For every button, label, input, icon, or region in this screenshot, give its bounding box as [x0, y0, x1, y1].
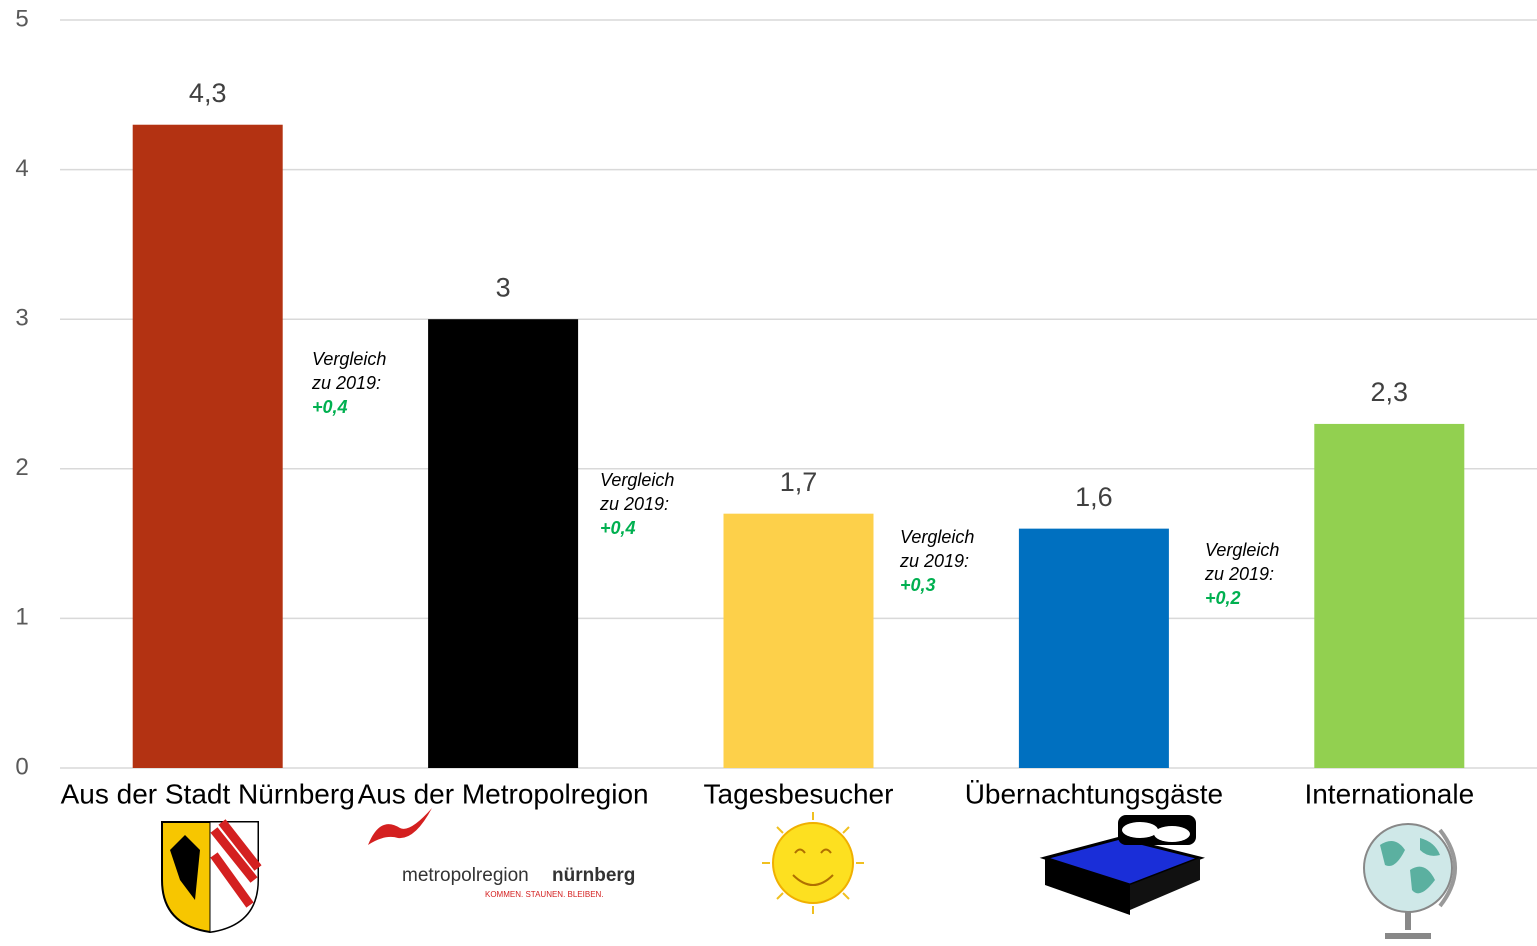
value-label: 3	[496, 272, 511, 302]
chart: 0 1 2 3 4 5 4,3 Aus der Stadt Nürnberg 3 Aus der …	[0, 0, 1537, 946]
annotation-text: Vergleich	[1205, 540, 1279, 560]
annotation-text: zu 2019:	[311, 373, 381, 393]
metropolregion-logo: metropolregion nürnberg KOMMEN. STAUNEN.…	[368, 808, 635, 899]
x-tick-label: Aus der Stadt Nürnberg	[61, 778, 355, 809]
bar	[133, 125, 283, 768]
y-tick-label: 0	[15, 753, 28, 780]
annotation-delta: +0,4	[312, 397, 348, 417]
y-tick-label: 5	[15, 5, 28, 32]
bar	[724, 514, 874, 768]
value-label: 1,6	[1075, 482, 1113, 512]
value-label: 1,7	[780, 467, 818, 497]
y-tick-label: 2	[15, 454, 28, 481]
annotation-delta: +0,2	[1205, 588, 1241, 608]
annotation-text: zu 2019:	[1204, 564, 1274, 584]
x-tick-label: Internationale	[1304, 778, 1474, 809]
y-tick-label: 1	[15, 604, 28, 631]
sun-icon	[762, 812, 864, 914]
icons: metropolregion nürnberg KOMMEN. STAUNEN.…	[162, 808, 1455, 936]
annotation-text: Vergleich	[600, 470, 674, 490]
annotation-text: Vergleich	[900, 527, 974, 547]
annotation-delta: +0,4	[600, 518, 636, 538]
globe-icon	[1364, 824, 1455, 936]
bar	[428, 319, 578, 768]
bar	[1314, 424, 1464, 768]
logo-text: nürnberg	[552, 865, 635, 886]
x-tick-label: Aus der Metropolregion	[358, 778, 649, 809]
value-label: 4,3	[189, 78, 227, 108]
value-label: 2,3	[1371, 377, 1409, 407]
annotation-text: zu 2019:	[899, 551, 969, 571]
x-tick-label: Tagesbesucher	[704, 778, 894, 809]
logo-text: metropolregion	[402, 865, 529, 886]
annotation-text: Vergleich	[312, 349, 386, 369]
title-clip	[60, 0, 1537, 14]
coat-of-arms	[162, 822, 258, 932]
logo-slogan: KOMMEN. STAUNEN. BLEIBEN.	[485, 890, 604, 899]
y-tick-label: 4	[15, 155, 28, 182]
bed-icon	[1045, 815, 1200, 915]
annotation-delta: +0,3	[900, 575, 936, 595]
y-tick-label: 3	[15, 305, 28, 332]
bar	[1019, 529, 1169, 768]
annotation-text: zu 2019:	[599, 494, 669, 514]
x-tick-label: Übernachtungsgäste	[965, 778, 1223, 809]
